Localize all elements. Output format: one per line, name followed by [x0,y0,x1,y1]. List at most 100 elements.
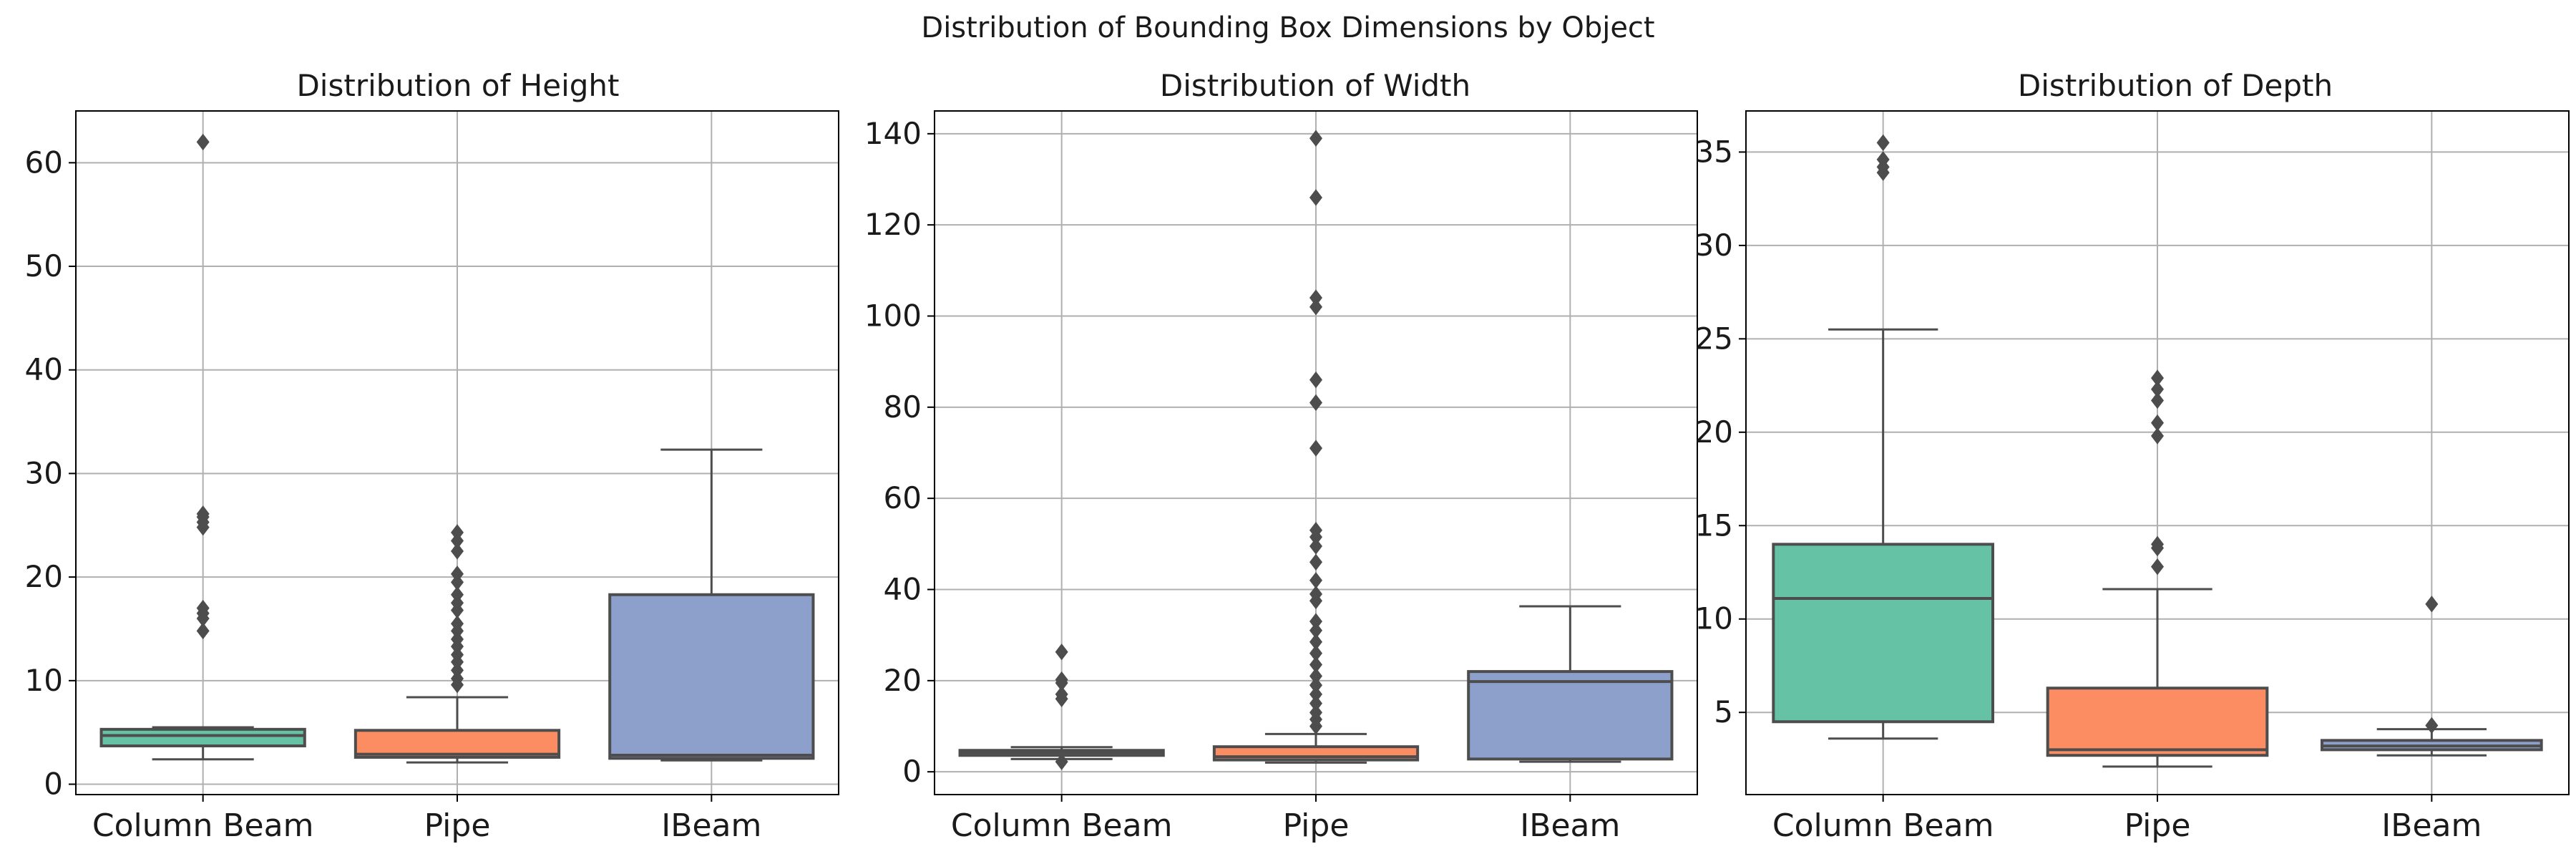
outlier-point [451,566,464,583]
y-tick-label: 50 [25,248,63,283]
outlier-point [2425,717,2439,734]
y-tick-label: 20 [25,559,63,594]
subplot-width: Distribution of Width 0 20 40 60 80 100 120 140… [864,68,1698,844]
outlier-point [1055,644,1068,661]
box-column-beam [1772,134,1994,740]
box-iqr [1467,670,1674,761]
box-ibeam [608,448,815,762]
y-tick-label: 30 [25,455,63,490]
box-ibeam [1467,605,1674,763]
x-tick-label: Pipe [1283,807,1350,844]
box-pipe [2046,369,2269,768]
y-tick-label: 35 [1695,134,1733,169]
y-tick-label: 100 [864,299,922,334]
subplot-title-depth: Distribution of Depth [2018,68,2333,103]
y-tick-label: 40 [25,352,63,387]
y-tick-label: 0 [44,767,63,802]
subplot-title-width: Distribution of Width [1160,68,1470,103]
outlier-point [2151,414,2164,432]
y-tick-label: 10 [25,663,63,698]
outlier-point [2425,596,2439,613]
outlier-point [1309,572,1322,589]
outlier-point [1876,134,1890,152]
x-tick-label: Pipe [424,807,491,844]
outlier-point [1309,394,1322,412]
outlier-point [1309,613,1322,630]
outlier-point [1309,553,1322,571]
outlier-point [1309,676,1322,694]
x-tick-label: Column Beam [1772,807,1994,844]
y-tick-label: 60 [884,480,922,515]
outlier-point [1309,644,1322,662]
y-tick-label: 40 [884,572,922,607]
outlier-point [1309,686,1322,703]
outlier-point [196,133,210,151]
plot-area-height: 0 10 20 30 40 50 60 Column Beam Pipe IBeam [25,110,839,844]
x-tick-label: IBeam [1520,807,1620,844]
y-tick-label: 60 [25,145,63,180]
x-tick-label: IBeam [2381,807,2482,844]
y-tick-label: 140 [864,116,922,151]
box-iqr [1772,543,1994,724]
y-tick-label: 25 [1695,321,1733,356]
outlier-point [1309,522,1322,539]
outlier-point [2151,427,2164,445]
outlier-point [1309,130,1322,147]
outlier-point [1309,694,1322,712]
outlier-point [451,524,464,541]
outlier-point [451,586,464,603]
y-tick-label: 30 [1695,228,1733,263]
subplot-depth: Distribution of Depth 5 10 15 20 25 30 35 Colum… [1695,68,2570,844]
y-tick-label: 15 [1695,508,1733,543]
box-pipe [353,524,561,764]
outlier-point [1309,299,1322,316]
outlier-point [2151,369,2164,387]
outlier-point [1055,753,1068,770]
outlier-point [1309,656,1322,674]
x-tick-label: Column Beam [92,807,314,844]
axes-frame [934,110,1698,795]
y-tick-label: 80 [884,389,922,424]
y-tick-label: 5 [1714,694,1733,729]
outlier-point [196,505,210,523]
outlier-point [2151,535,2164,553]
y-tick-label: 10 [1695,601,1733,636]
outlier-point [1309,440,1322,457]
y-tick-label: 0 [902,754,922,789]
outlier-point [1309,704,1322,722]
subplot-height: Distribution of Height 0 10 20 30 40 50 60 Colu… [25,68,839,844]
axes-frame [1745,110,2570,795]
outlier-point [1309,667,1322,685]
plot-area-depth: 5 10 15 20 25 30 35 Column Beam Pipe IBeam [1695,110,2570,844]
x-tick-label: Column Beam [951,807,1173,844]
outlier-point [196,622,210,640]
axes-frame [75,110,839,795]
plot-area-width: 0 20 40 60 80 100 120 140 Column Beam Pipe IBeam [864,110,1698,844]
box-ibeam [2321,596,2543,757]
y-tick-label: 120 [864,207,922,242]
box-column-beam [99,133,306,761]
outlier-point [1055,671,1068,689]
outlier-point [451,543,464,560]
box-pipe [1212,130,1420,764]
outlier-point [1309,634,1322,651]
box-iqr [99,727,306,747]
outlier-point [1309,189,1322,206]
outlier-point [2151,392,2164,409]
outlier-point [1309,289,1322,306]
outlier-point [2151,558,2164,576]
outlier-point [2151,381,2164,398]
outlier-point [196,599,210,617]
x-tick-label: Pipe [2124,807,2191,844]
outlier-point [451,615,464,632]
outlier-point [1309,622,1322,639]
outlier-point [1055,686,1068,703]
y-tick-label: 20 [884,663,922,698]
outlier-point [1309,371,1322,389]
outlier-point [1876,151,1890,168]
outlier-point [1309,586,1322,603]
box-column-beam [958,644,1165,770]
box-iqr [2046,686,2269,757]
x-tick-label: IBeam [661,807,761,844]
